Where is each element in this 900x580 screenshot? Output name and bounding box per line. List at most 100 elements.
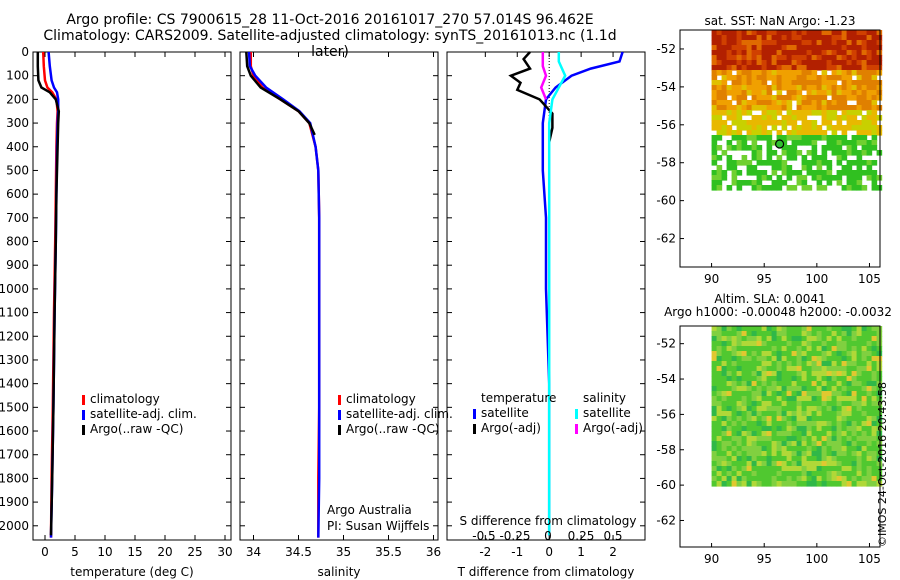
sla-map-cell (831, 416, 838, 422)
sst-map-cell (856, 40, 863, 46)
sla-map-cell (821, 426, 828, 432)
sst-map-cell (761, 45, 768, 51)
sla-map-cell (786, 401, 793, 407)
sst-map-cell (851, 80, 858, 86)
sla-map-cell (841, 451, 848, 457)
sst-map-cell (786, 35, 793, 41)
sst-map-cell (791, 170, 798, 176)
sla-map-cell (791, 461, 798, 467)
sst-map-cell (736, 105, 743, 111)
sst-map-cell (771, 85, 778, 91)
sst-map-cell (851, 150, 858, 156)
sst-map-cell (816, 65, 823, 71)
sst-map-cell (856, 90, 863, 96)
sla-map-cell (821, 356, 828, 362)
sla-map-cell (831, 436, 838, 442)
sla-map-cell (796, 476, 803, 482)
sst-map-cell (761, 70, 768, 76)
sla-map-cell (796, 381, 803, 387)
sla-map-cell (786, 466, 793, 472)
sla-map-cell (716, 441, 723, 447)
sst-map-cells (711, 30, 883, 191)
sst-map-cell (791, 115, 798, 121)
sst-map-cell (736, 95, 743, 101)
sst-map-cell (736, 125, 743, 131)
sst-map-cell (826, 65, 833, 71)
sst-map-cell (741, 80, 748, 86)
sla-map-cell (846, 416, 853, 422)
sst-map-cell (866, 170, 873, 176)
sla-map-cell (776, 456, 783, 462)
sla-map-cell (731, 391, 738, 397)
sla-map-cell (776, 346, 783, 352)
sst-map-cell (831, 30, 838, 36)
sst-map-cell (871, 80, 878, 86)
sst-map-cell (796, 150, 803, 156)
sla-map-cell (781, 416, 788, 422)
sst-map-cell (866, 40, 873, 46)
sla-map-cell (821, 351, 828, 357)
sst-map-cell (721, 30, 728, 36)
sla-map-cell (801, 466, 808, 472)
sla-map-cell (836, 476, 843, 482)
sst-map-cell (721, 45, 728, 51)
sst-map-cell (766, 50, 773, 56)
sst-map-cell (731, 130, 738, 136)
sla-map-cell (776, 361, 783, 367)
sla-map-cell (736, 416, 743, 422)
sla-map-cell (866, 396, 873, 402)
sst-map-cell (716, 110, 723, 116)
sst-map-cell (776, 130, 783, 136)
sst-map-cell (771, 150, 778, 156)
sst-map-cell (716, 45, 723, 51)
sst-map-cell (771, 160, 778, 166)
sst-map-cell (841, 105, 848, 111)
sst-map-cell (871, 85, 878, 91)
sla-map-cell (811, 371, 818, 377)
sst-map-cell (841, 185, 848, 191)
sla-map-cell (786, 361, 793, 367)
sla-map-cell (796, 411, 803, 417)
sla-map-cell (781, 361, 788, 367)
sla-map-cell (781, 346, 788, 352)
sla-map-cell (746, 341, 753, 347)
sla-map-cell (821, 436, 828, 442)
sla-map-cell (841, 391, 848, 397)
sla-map-cell (771, 431, 778, 437)
sla-map-cell (711, 431, 718, 437)
sst-map-cell (746, 55, 753, 61)
sla-map-cell (736, 326, 743, 332)
sst-map-cell (711, 105, 718, 111)
sla-map-cell (851, 426, 858, 432)
sla-map-cell (836, 461, 843, 467)
sla-map-cell (831, 381, 838, 387)
sla-map-cell (831, 476, 838, 482)
sla-map-cell (816, 366, 823, 372)
sla-map-cell (716, 376, 723, 382)
sla-map-cell (736, 331, 743, 337)
sst-map-cell (811, 55, 818, 61)
sla-map-cell (866, 356, 873, 362)
sla-map-ytick-label: -56 (656, 407, 676, 421)
sst-map-cell (711, 30, 718, 36)
sla-map-cell (821, 346, 828, 352)
sst-map-cell (711, 175, 718, 181)
sla-map-cell (861, 411, 868, 417)
sla-map-cell (716, 336, 723, 342)
sla-map-cell (791, 481, 798, 487)
sst-map-cell (756, 150, 763, 156)
sst-map-cell (711, 120, 718, 126)
sla-map-cell (851, 331, 858, 337)
sla-map-cell (801, 401, 808, 407)
sst-map-cell (756, 180, 763, 186)
sla-map-cell (741, 331, 748, 337)
sst-map-cell (856, 75, 863, 81)
sst-map-cell (871, 55, 878, 61)
sla-map-cell (716, 446, 723, 452)
sla-map-cell (811, 476, 818, 482)
sla-map-cell (776, 446, 783, 452)
sst-map-cell (761, 120, 768, 126)
sla-map-cell (841, 441, 848, 447)
sst-map-cell (761, 75, 768, 81)
sla-map-cell (811, 431, 818, 437)
